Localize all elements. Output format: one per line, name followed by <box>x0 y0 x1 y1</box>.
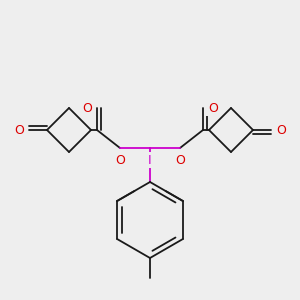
Text: O: O <box>82 101 92 115</box>
Text: I: I <box>148 154 152 166</box>
Text: O: O <box>115 154 125 166</box>
Text: O: O <box>208 101 218 115</box>
Text: O: O <box>14 124 24 136</box>
Text: O: O <box>276 124 286 136</box>
Text: O: O <box>175 154 185 166</box>
